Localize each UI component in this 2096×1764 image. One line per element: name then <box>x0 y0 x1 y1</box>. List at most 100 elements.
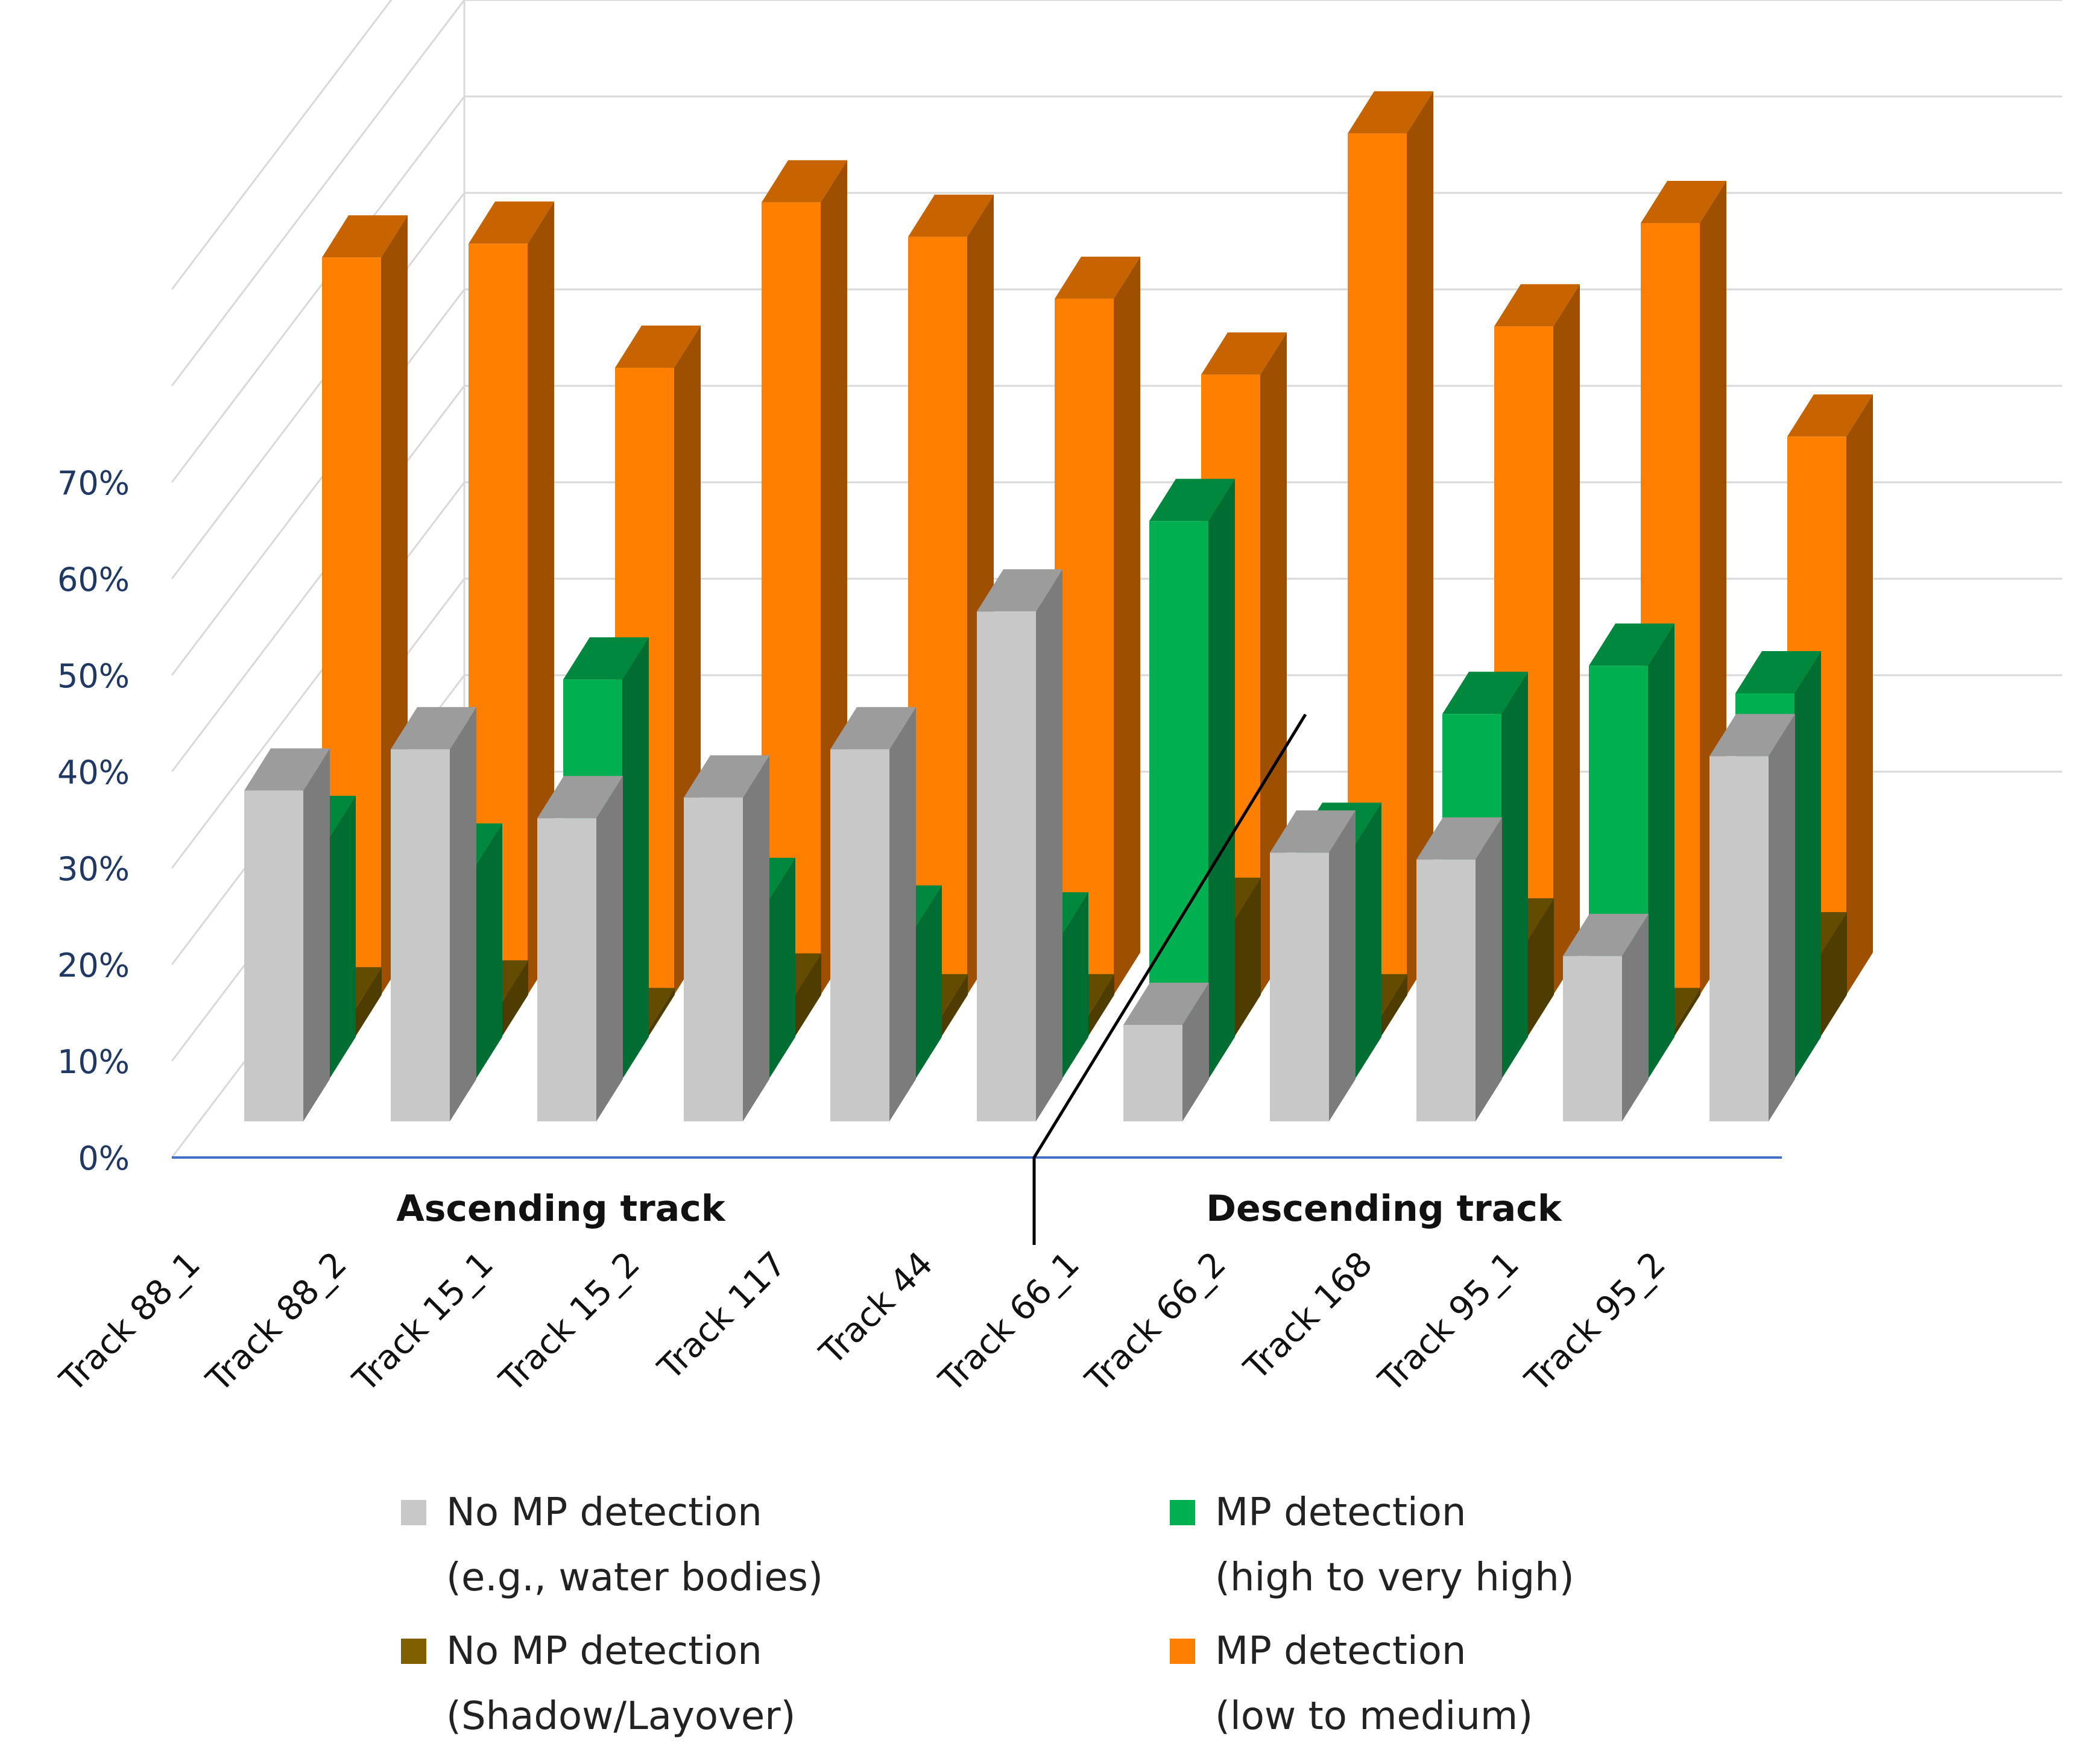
legend-swatch <box>1170 1500 1195 1525</box>
bar-top <box>1123 983 1209 1025</box>
y-tick-label: 50% <box>57 657 130 695</box>
bar-side <box>1062 892 1088 1079</box>
side-gridline <box>171 96 466 483</box>
group-label: Descending track <box>1206 1188 1563 1230</box>
bar-side <box>1114 256 1140 995</box>
x-tick-label: Track 95_2 <box>1518 1244 1673 1400</box>
bar-front <box>830 749 889 1121</box>
side-gridline <box>171 289 466 676</box>
bar-side <box>1476 817 1502 1121</box>
bar-side <box>1182 983 1209 1121</box>
x-tick-label: Track 15_1 <box>346 1244 501 1400</box>
legend-label: MP detection <box>1215 1629 1466 1674</box>
y-tick-label: 60% <box>57 561 130 599</box>
bar-top <box>684 755 769 798</box>
legend-swatch <box>401 1500 426 1525</box>
y-tick-label: 40% <box>57 754 130 792</box>
bar-3-4 <box>908 194 994 995</box>
bar-side <box>1674 988 1700 1037</box>
bar-side <box>502 960 528 1037</box>
bar-side <box>1036 569 1062 1121</box>
bar-0-2 <box>537 776 623 1121</box>
bar-top <box>391 707 476 749</box>
bar-top <box>615 326 701 368</box>
bar-0-8 <box>1416 817 1502 1121</box>
legend-label: No MP detection <box>446 1629 762 1674</box>
bar-front <box>1270 852 1329 1121</box>
side-gridline <box>171 192 466 579</box>
bar-front <box>908 236 967 995</box>
x-tick-label: Track 95_1 <box>1371 1244 1527 1400</box>
bar-top <box>1149 479 1235 521</box>
bar-top <box>469 201 554 244</box>
group-label: Ascending track <box>396 1188 727 1230</box>
legend-item: No MP detection (Shadow/Layover) <box>401 1629 796 1739</box>
bar-front <box>684 797 743 1121</box>
bar-side <box>355 967 382 1037</box>
side-gridline <box>171 385 466 772</box>
bar-0-10 <box>1709 714 1795 1121</box>
legend-label: MP detection <box>1215 1490 1466 1535</box>
bar-side <box>528 201 554 995</box>
bar-side <box>889 707 916 1121</box>
labels: Ascending track Descending track Track 88_… <box>52 1188 1673 1400</box>
bar-side <box>941 974 968 1037</box>
x-tick-label: Track 168 <box>1236 1244 1380 1388</box>
bar-0-0 <box>244 748 330 1121</box>
bar-side <box>303 748 330 1121</box>
bar-front <box>244 790 303 1121</box>
legend-label: (high to very high) <box>1215 1555 1574 1600</box>
bar-top <box>1787 394 1873 437</box>
bar-front <box>391 749 450 1121</box>
bar-top <box>1201 332 1287 375</box>
bar-front <box>1416 859 1476 1121</box>
x-tick-label: Track 15_2 <box>492 1244 648 1400</box>
bar-0-7 <box>1270 810 1356 1121</box>
bar-top <box>1563 913 1649 956</box>
y-tick-label: 30% <box>57 850 130 888</box>
bar-top <box>1348 91 1433 134</box>
bars <box>244 91 1873 1121</box>
y-tick-label: 20% <box>57 947 130 984</box>
bar-3-5 <box>1055 256 1140 995</box>
bar-top <box>1416 817 1502 860</box>
bar-0-1 <box>391 707 476 1121</box>
bar-side <box>450 707 476 1121</box>
bar-top <box>1735 651 1821 693</box>
legend-item: MP detection (high to very high) <box>1170 1490 1574 1600</box>
bar-top <box>1442 672 1528 714</box>
bar-side <box>622 637 649 1079</box>
bar-top <box>1641 181 1726 223</box>
side-gridline <box>171 0 393 290</box>
bar-side <box>743 755 769 1121</box>
x-tick-label: Track 88_2 <box>199 1244 355 1400</box>
bar-top <box>244 748 330 791</box>
bar-side <box>1355 802 1381 1079</box>
bar-top <box>537 776 623 819</box>
bar-side <box>795 953 821 1037</box>
bar-side <box>329 796 356 1079</box>
x-tick-label: Track 117 <box>650 1244 794 1388</box>
bar-top <box>1709 714 1795 757</box>
legend-label: (Shadow/Layover) <box>446 1694 796 1739</box>
x-tick-label: Track 88_1 <box>52 1244 208 1400</box>
legend-label: (low to medium) <box>1215 1694 1533 1739</box>
x-tick-label: Track 66_1 <box>932 1244 1087 1400</box>
group-divider <box>1032 713 1307 1245</box>
bar-side <box>1088 974 1114 1037</box>
bar-0-6 <box>1123 983 1209 1121</box>
legend-label: No MP detection <box>446 1490 762 1535</box>
legend-item: No MP detection (e.g., water bodies) <box>401 1490 823 1600</box>
bar-top <box>1055 256 1140 299</box>
y-tick-label: 10% <box>57 1043 130 1081</box>
bar-side <box>1622 913 1649 1121</box>
bar-side <box>915 885 942 1079</box>
bar-front <box>537 818 596 1121</box>
side-gridline <box>171 482 466 869</box>
bar-top <box>762 160 847 203</box>
bar-side <box>1234 877 1261 1037</box>
bar-3-7 <box>1348 91 1433 995</box>
bar-side <box>1329 810 1356 1121</box>
bar-top <box>1270 810 1356 853</box>
